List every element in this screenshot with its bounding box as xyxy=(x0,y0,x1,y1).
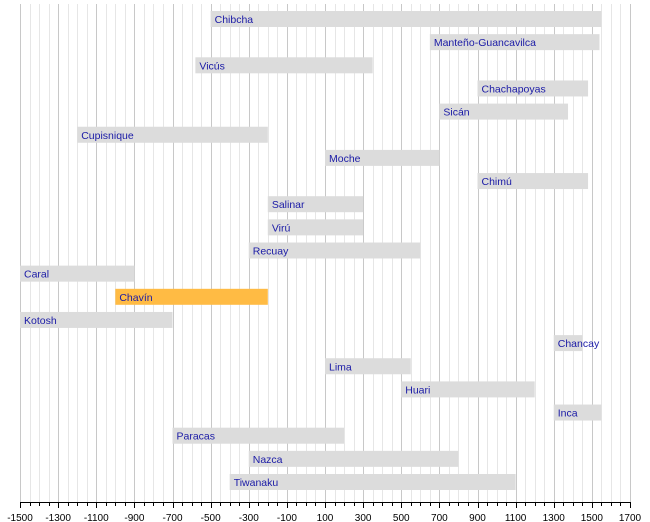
tick-label: -500 xyxy=(201,513,221,522)
bar-nazca xyxy=(248,450,459,467)
tick-label: -300 xyxy=(239,513,259,522)
bar-chancay xyxy=(553,335,583,352)
bar-label: Virú xyxy=(272,222,291,234)
bar-caral xyxy=(20,265,135,282)
tick-label: 1700 xyxy=(619,513,642,522)
bar-vir- xyxy=(267,219,364,236)
tick-label: 900 xyxy=(469,513,486,522)
bar-chav-n xyxy=(115,288,268,305)
bar-label: Nazca xyxy=(253,454,283,466)
tick-label: -100 xyxy=(277,513,297,522)
x-axis: -1500 -1300 -1100 -900 -700 -500 -300 -100 100 30… xyxy=(7,502,642,522)
bar-label: Tiwanaku xyxy=(234,477,279,489)
bar-chachapoyas xyxy=(477,80,589,97)
bar-chibcha xyxy=(210,11,602,27)
bar-label: Paracas xyxy=(177,431,216,443)
tick-label: -1100 xyxy=(84,513,109,522)
bar-vic-s xyxy=(195,57,373,74)
bar-chim- xyxy=(477,173,589,190)
bar-label: Recuay xyxy=(253,246,289,258)
bar-cupisnique xyxy=(77,126,268,143)
bar-label: Chimú xyxy=(482,176,513,188)
bars: Chibcha Manteño-Guancavilca Vicús Chachapoy… xyxy=(20,11,602,490)
bar-label: Caral xyxy=(24,269,49,281)
grid-lines xyxy=(20,4,631,502)
bar-label: Lima xyxy=(329,361,352,373)
tick-label: -1300 xyxy=(45,513,71,522)
bar-label: Sicán xyxy=(443,107,469,119)
bar-recuay xyxy=(248,242,421,259)
tick-label: -1500 xyxy=(7,513,33,522)
tick-label: 1300 xyxy=(543,513,566,522)
bar-label: Chancay xyxy=(558,338,600,350)
tick-label: 300 xyxy=(355,513,372,522)
tick-label: 700 xyxy=(431,513,448,522)
bar-moche xyxy=(325,149,440,166)
tick-label: 100 xyxy=(317,513,334,522)
bar-inca xyxy=(553,404,602,421)
bar-label: Kotosh xyxy=(24,315,57,327)
bar-label: Vicús xyxy=(199,60,225,72)
tick-label: -700 xyxy=(162,513,182,522)
bar-label: Chavín xyxy=(119,292,152,304)
bar-label: Moche xyxy=(329,153,361,165)
bar-sic-n xyxy=(439,103,569,120)
bar-label: Chibcha xyxy=(215,14,254,26)
bar-label: Inca xyxy=(558,408,578,420)
bar-lima xyxy=(325,358,411,375)
bar-label: Cupisnique xyxy=(81,130,134,142)
tick-label: 1100 xyxy=(505,513,527,522)
bar-huari xyxy=(401,381,535,398)
bar-label: Huari xyxy=(405,384,430,396)
bar-salinar xyxy=(267,196,364,213)
bar-tiwanaku xyxy=(229,474,516,490)
tick-label: -900 xyxy=(124,513,144,522)
bar-paracas xyxy=(172,427,345,444)
tick-label: 500 xyxy=(393,513,410,522)
bar-label: Chachapoyas xyxy=(482,83,546,95)
bar-kotosh xyxy=(20,311,173,328)
bar-label: Salinar xyxy=(272,199,305,211)
tick-label: 1500 xyxy=(581,513,604,522)
bar-label: Manteño-Guancavilca xyxy=(434,37,536,49)
bar-mante-o-guancavilca xyxy=(429,34,600,51)
